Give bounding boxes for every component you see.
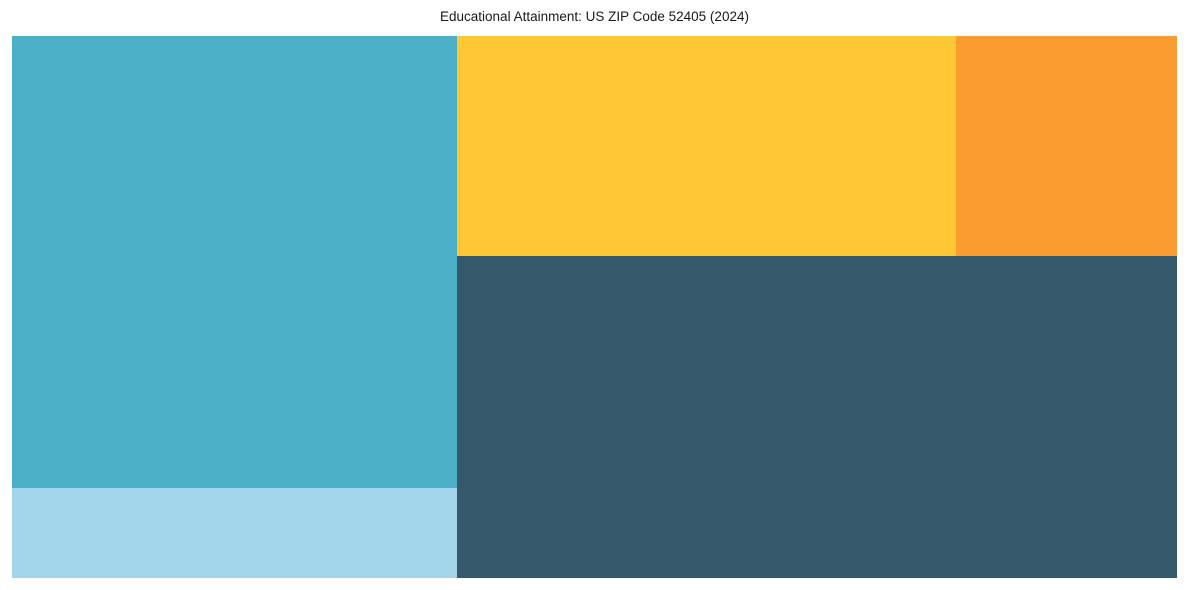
treemap-plot-area: High school graduate or equivalentSome c… bbox=[12, 36, 1177, 578]
treemap-tile[interactable]: High school graduate or equivalent bbox=[457, 256, 1177, 578]
treemap-tile[interactable]: Bachelor's degree bbox=[457, 36, 956, 256]
treemap-tile[interactable]: Graduate or professional degree bbox=[956, 36, 1177, 256]
treemap-tile[interactable]: Some college, no degree bbox=[12, 36, 457, 488]
treemap-tile[interactable]: Less than high school bbox=[12, 488, 457, 578]
page-title: Educational Attainment: US ZIP Code 5240… bbox=[440, 9, 749, 24]
